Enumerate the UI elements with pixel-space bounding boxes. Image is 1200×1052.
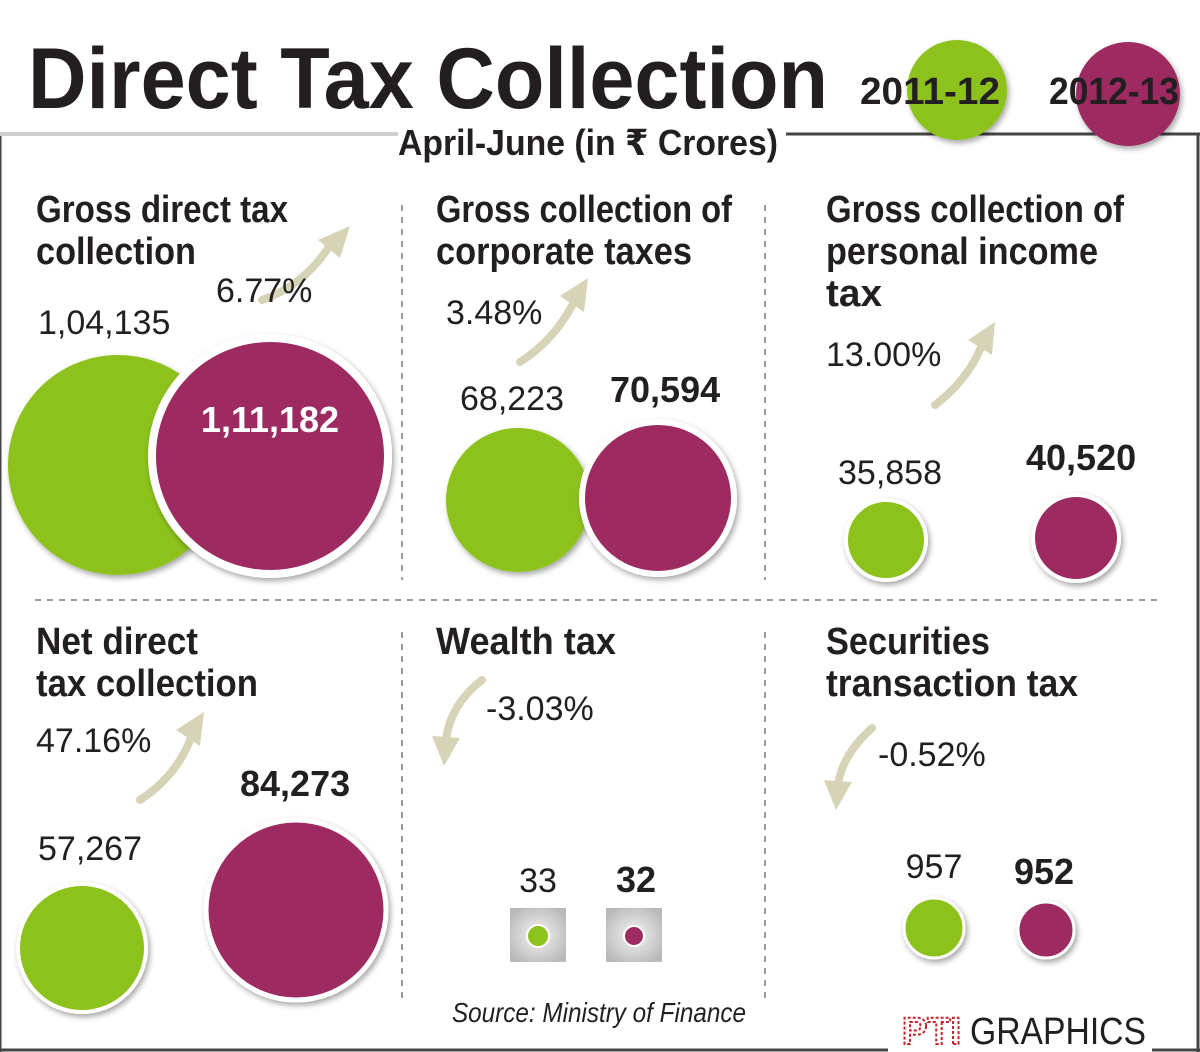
panel-title: Gross direct tax collection <box>36 189 299 273</box>
panel-title-line: Gross direct tax <box>36 189 288 231</box>
panel-title-line: collection <box>36 231 196 273</box>
panel-title-line: corporate taxes <box>436 231 692 273</box>
panel-title: Net direct tax collection <box>36 621 258 705</box>
up-arrow-head <box>176 712 204 746</box>
bubble-2011 <box>844 498 928 582</box>
bubble-2012 <box>1016 900 1076 960</box>
change-label: -3.03% <box>486 690 594 728</box>
panel-title-line: tax collection <box>36 663 258 705</box>
bubble-2012 <box>203 817 389 1003</box>
value-label-2012: 84,273 <box>240 763 350 804</box>
panel-personal-income-tax: Gross collection of personal income tax … <box>826 189 1136 583</box>
panel-title: Securities transaction tax <box>826 621 1078 705</box>
up-arrow-head <box>318 226 350 258</box>
change-label: 6.77% <box>216 272 312 310</box>
legend-label-2012: 2012-13 <box>1049 71 1179 113</box>
panel-title-line: personal income <box>826 231 1098 273</box>
page-title: Direct Tax Collection <box>28 31 828 127</box>
value-label-2011: 57,267 <box>38 830 142 868</box>
bubble-2011 <box>446 428 590 572</box>
panel-title-line: Net direct <box>36 621 198 663</box>
value-label-2011: 68,223 <box>460 380 564 418</box>
grid-dividers <box>35 205 1160 1000</box>
bubble-2011 <box>902 896 966 960</box>
legend-label-2011: 2011-12 <box>860 71 1000 113</box>
pti-logo: PTI <box>901 1010 962 1052</box>
panel-title-line: transaction tax <box>826 663 1078 705</box>
source-note: Source: Ministry of Finance <box>452 997 746 1028</box>
legend-swatch-2011 <box>907 40 1007 140</box>
bubble-2012 <box>623 925 645 947</box>
value-label-2012: 952 <box>1014 851 1074 892</box>
panel-net-direct-tax: Net direct tax collection 47.16% 57,267 … <box>16 621 389 1014</box>
down-arrow-head <box>432 736 460 766</box>
legend-swatch-2012 <box>1076 42 1180 146</box>
up-arrow-icon <box>136 731 196 804</box>
change-label: 13.00% <box>826 336 941 374</box>
panel-title-line: Gross collection of <box>826 189 1124 231</box>
value-label-2012: 32 <box>616 859 656 900</box>
subtitle: April-June (in ₹ Crores) <box>398 122 778 163</box>
bubble-2012 <box>579 419 737 577</box>
up-arrow-head <box>560 278 588 312</box>
panel-title: Gross collection of corporate taxes <box>436 189 743 273</box>
panel-title: Wealth tax <box>436 621 616 663</box>
down-arrow-icon <box>834 724 876 789</box>
up-arrow-head <box>968 322 995 355</box>
value-label-2012: 1,11,182 <box>201 399 339 440</box>
bubble-2012 <box>148 334 392 578</box>
panel-corporate-taxes: Gross collection of corporate taxes 3.48… <box>436 189 743 577</box>
bubble-2011 <box>526 924 550 948</box>
panel-wealth-tax: Wealth tax -3.03% 33 32 <box>432 621 662 962</box>
pti-logo-text: PTI <box>902 1011 961 1052</box>
legend: 2011-12 2012-13 <box>860 40 1180 146</box>
up-arrow-icon <box>931 341 986 409</box>
panel-title-line: Gross collection of <box>436 189 732 231</box>
value-label-2012: 70,594 <box>610 369 720 410</box>
down-arrow-head <box>824 780 852 810</box>
value-label-2011: 957 <box>906 848 963 886</box>
change-label: -0.52% <box>878 736 986 774</box>
panel-title: Gross collection of personal income tax <box>826 189 1135 315</box>
value-label-2012: 40,520 <box>1026 437 1136 478</box>
panel-gross-direct-tax: Gross direct tax collection 6.77% 1,04,1… <box>8 189 392 578</box>
bubble-2011 <box>16 882 148 1014</box>
change-label: 3.48% <box>446 294 542 332</box>
value-label-2011: 35,858 <box>838 454 942 492</box>
panel-securities-transaction-tax: Securities transaction tax -0.52% 957 95… <box>824 621 1078 960</box>
panel-title-line: Securities <box>826 621 990 663</box>
panel-title-line: tax <box>826 273 882 315</box>
up-arrow-icon <box>516 296 579 366</box>
bubble-2012 <box>1031 493 1121 583</box>
graphics-credit: GRAPHICS <box>970 1011 1146 1052</box>
value-label-2011: 33 <box>519 862 557 900</box>
up-arrow-icon <box>258 241 334 304</box>
value-label-2011: 1,04,135 <box>38 304 170 342</box>
down-arrow-icon <box>442 676 486 744</box>
change-label: 47.16% <box>36 722 151 760</box>
